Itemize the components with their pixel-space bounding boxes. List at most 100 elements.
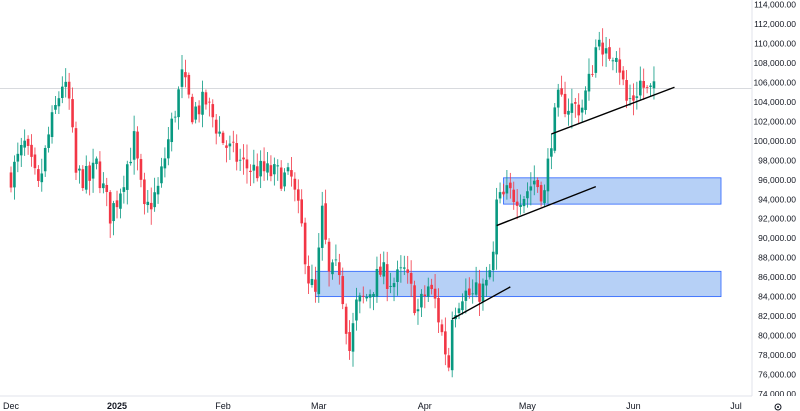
candle[interactable] [132,115,136,175]
candle[interactable] [444,317,447,366]
candle[interactable] [122,175,126,204]
candle[interactable] [23,129,26,156]
candle[interactable] [461,293,464,315]
candle[interactable] [74,121,78,180]
candle[interactable] [211,99,215,128]
candle[interactable] [108,190,112,238]
candle[interactable] [505,169,509,200]
candle[interactable] [115,190,119,219]
candle[interactable] [221,130,225,146]
candle[interactable] [273,157,276,186]
candle[interactable] [47,126,50,153]
candle[interactable] [50,105,54,144]
highlight-zone-2[interactable] [503,177,722,205]
candle[interactable] [621,66,625,86]
candle[interactable] [105,177,109,207]
candle[interactable] [601,28,604,67]
candle[interactable] [269,155,273,182]
candle[interactable] [19,137,23,167]
candle[interactable] [447,347,451,372]
candle[interactable] [71,87,74,133]
candle[interactable] [591,65,594,77]
candle[interactable] [638,66,642,100]
candle[interactable] [102,172,105,194]
candle[interactable] [628,84,632,106]
candle[interactable] [249,164,252,186]
candle[interactable] [341,267,345,310]
candle[interactable] [149,187,153,225]
candle[interactable] [170,112,174,152]
candle[interactable] [290,157,293,187]
candle[interactable] [423,285,427,309]
candle[interactable] [587,58,591,101]
trendline-2[interactable] [496,185,597,227]
candle[interactable] [474,266,478,298]
candle[interactable] [361,286,365,304]
candle[interactable] [597,31,601,51]
candle[interactable] [574,97,577,118]
candle[interactable] [406,255,410,284]
candle[interactable] [365,293,368,302]
candle[interactable] [652,66,656,100]
candle[interactable] [467,277,471,299]
candle[interactable] [245,144,249,184]
candle[interactable] [78,165,81,184]
candle[interactable] [88,161,91,196]
candle[interactable] [611,57,615,71]
candle[interactable] [232,130,235,153]
candle[interactable] [577,93,581,124]
candle[interactable] [262,147,266,181]
candle[interactable] [536,177,539,193]
candle[interactable] [16,142,20,173]
candle[interactable] [440,319,444,336]
candle[interactable] [379,253,382,277]
candle[interactable] [187,72,191,99]
candle[interactable] [327,238,331,287]
candle[interactable] [570,88,574,129]
candle[interactable] [450,311,454,378]
candle[interactable] [649,83,652,97]
candle[interactable] [286,162,290,175]
candle[interactable] [98,151,102,194]
candle[interactable] [54,96,57,114]
candle[interactable] [543,184,546,207]
candle[interactable] [255,153,259,182]
candle[interactable] [529,172,533,206]
candle[interactable] [177,86,180,130]
candle[interactable] [532,165,536,196]
candle[interactable] [84,155,88,194]
candle[interactable] [526,182,529,208]
candle[interactable] [642,68,645,100]
candle[interactable] [125,160,129,205]
candle[interactable] [495,187,498,270]
candle[interactable] [502,183,505,197]
candle[interactable] [457,302,461,320]
candle[interactable] [372,291,375,311]
candle[interactable] [488,264,492,280]
candle[interactable] [485,266,488,297]
candle[interactable] [396,260,399,296]
candle[interactable] [146,189,150,213]
candle[interactable] [553,103,557,154]
candle[interactable] [324,189,327,245]
candle[interactable] [252,149,256,184]
candle[interactable] [33,147,37,175]
candle[interactable] [167,126,170,166]
candle[interactable] [57,91,61,115]
candle[interactable] [491,241,495,282]
candle[interactable] [91,148,95,193]
candle[interactable] [320,191,324,261]
candle[interactable] [153,177,156,212]
candle[interactable] [228,135,232,160]
trendline-3[interactable] [551,86,675,135]
candle[interactable] [180,55,184,99]
candle[interactable] [382,251,386,285]
candle[interactable] [303,217,307,275]
candle[interactable] [368,289,372,309]
candle[interactable] [512,181,516,210]
candle[interactable] [163,147,167,178]
candle[interactable] [81,165,85,192]
candle[interactable] [259,150,262,189]
candle[interactable] [139,153,143,188]
candle[interactable] [481,278,485,311]
